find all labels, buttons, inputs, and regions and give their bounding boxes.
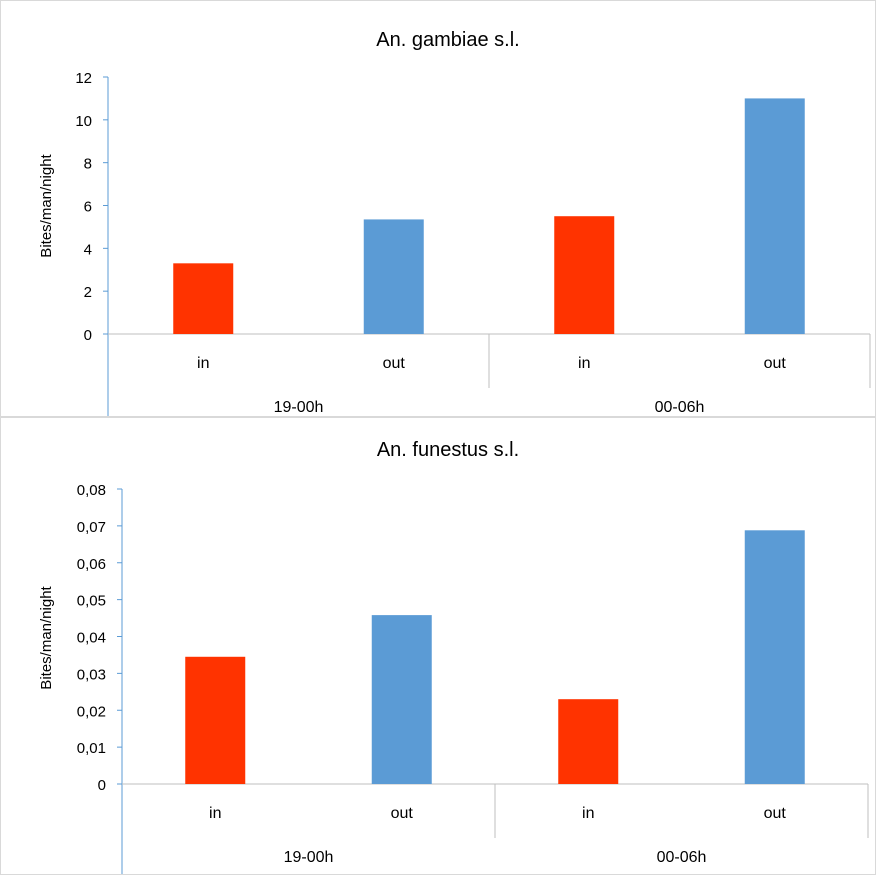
bar-in-19-00h — [173, 263, 234, 334]
y-tick-label: 4 — [84, 241, 92, 258]
y-tick-label: 0,07 — [77, 519, 106, 536]
x-group-label: 19-00h — [284, 849, 334, 866]
gambiae-chart: An. gambiae s.l. Bites/man/night 0 2 4 6 8 10… — [0, 0, 876, 417]
funestus-chart: An. funestus s.l. Bites/man/night 00,010… — [0, 417, 876, 875]
y-tick-label: 6 — [84, 199, 92, 216]
x-category-label: out — [391, 805, 414, 822]
y-tick-label: 0,03 — [77, 666, 106, 683]
y-tick-label: 0 — [98, 777, 106, 794]
x-group-label: 00-06h — [655, 399, 705, 416]
chart-title: An. funestus s.l. — [377, 439, 519, 461]
x-category-label: out — [383, 355, 406, 372]
y-tick-label: 0,02 — [77, 703, 106, 720]
y-tick-label: 10 — [75, 113, 92, 130]
y-tick-label: 0,04 — [77, 630, 106, 647]
y-tick-label: 0 — [84, 327, 92, 344]
x-category-label: in — [197, 355, 209, 372]
chart-frame — [0, 417, 876, 875]
y-tick-label: 8 — [84, 156, 92, 173]
y-tick-label: 0,08 — [77, 482, 106, 499]
chart-title: An. gambiae s.l. — [376, 29, 519, 51]
y-tick-label: 0,01 — [77, 740, 106, 757]
bar-out-19-00h — [371, 615, 432, 784]
bar-in-00-06h — [554, 216, 615, 334]
chart-frame — [0, 0, 876, 417]
y-axis-label: Bites/man/night — [38, 153, 55, 257]
x-category-label: out — [764, 805, 787, 822]
y-tick-label: 0,06 — [77, 556, 106, 573]
y-axis-label: Bites/man/night — [38, 585, 55, 689]
bar-out-19-00h — [363, 219, 424, 334]
bar-in-00-06h — [558, 699, 619, 784]
plot-area: 0 0,01 0,02 0,03 0,04 0,05 0,06 0,07 0,08 in out in… — [77, 482, 869, 874]
bar-out-00-06h — [744, 98, 805, 335]
x-category-label: in — [209, 805, 221, 822]
y-tick-label: 12 — [75, 70, 92, 87]
x-group-label: 00-06h — [657, 849, 707, 866]
bar-out-00-06h — [744, 530, 805, 784]
x-category-label: out — [764, 355, 787, 372]
x-group-label: 19-00h — [274, 399, 324, 416]
y-tick-label: 2 — [84, 284, 92, 301]
x-category-label: in — [578, 355, 590, 372]
bar-in-19-00h — [185, 656, 246, 784]
plot-area: 0 2 4 6 8 10 12 in out in out 19-00h 00-06h — [75, 70, 871, 416]
y-tick-label: 0,05 — [77, 593, 106, 610]
x-category-label: in — [582, 805, 594, 822]
